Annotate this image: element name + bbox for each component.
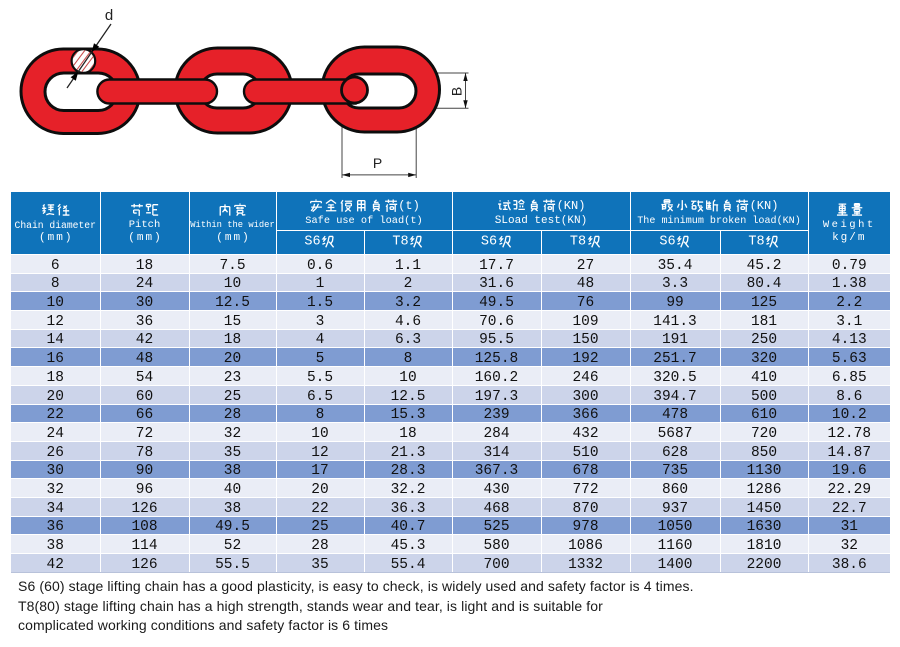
svg-text:B: B (449, 87, 465, 96)
svg-text:P: P (373, 155, 382, 171)
svg-text:d: d (105, 7, 113, 24)
